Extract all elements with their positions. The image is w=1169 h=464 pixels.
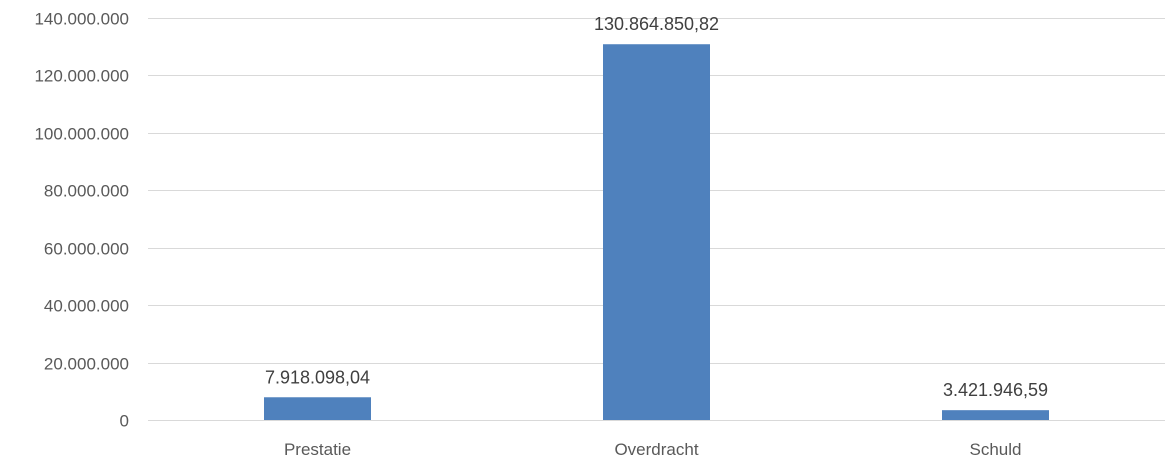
y-tick-label: 140.000.000 — [34, 10, 129, 29]
y-tick-label: 0 — [120, 412, 129, 431]
x-tick-label: Prestatie — [284, 440, 351, 459]
x-tick-label: Schuld — [970, 440, 1022, 459]
bar — [942, 410, 1049, 420]
y-tick-label: 40.000.000 — [44, 297, 129, 316]
x-tick-label: Overdracht — [614, 440, 698, 459]
bar — [603, 44, 710, 420]
y-axis-tick-labels: 0 20.000.000 40.000.000 60.000.000 80.000.00… — [34, 10, 129, 431]
y-tick-label: 120.000.000 — [34, 67, 129, 86]
data-label: 130.864.850,82 — [594, 14, 719, 34]
y-tick-label: 60.000.000 — [44, 240, 129, 259]
data-label: 3.421.946,59 — [943, 380, 1048, 400]
y-tick-label: 100.000.000 — [34, 125, 129, 144]
x-axis-tick-labels: Prestatie Overdracht Schuld — [284, 440, 1022, 459]
bar — [264, 397, 371, 420]
y-tick-label: 20.000.000 — [44, 355, 129, 374]
data-label: 7.918.098,04 — [265, 367, 370, 387]
data-labels: 7.918.098,04 130.864.850,82 3.421.946,59 — [265, 14, 1048, 400]
y-tick-label: 80.000.000 — [44, 182, 129, 201]
bars — [264, 44, 1049, 420]
